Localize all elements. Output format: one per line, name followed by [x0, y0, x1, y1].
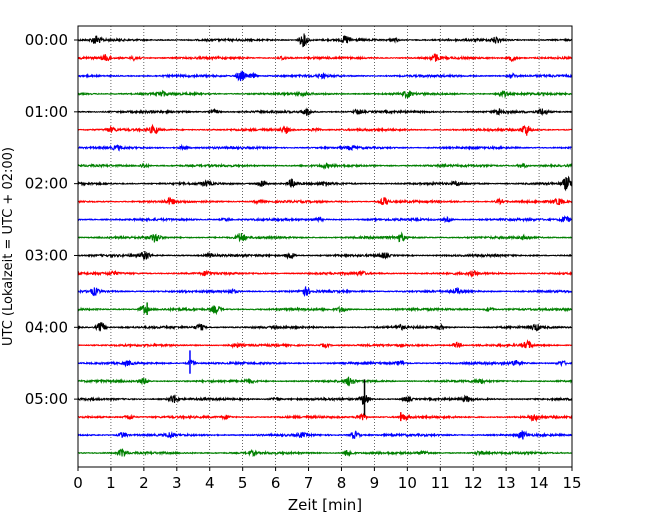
trace-layer — [77, 33, 573, 458]
y-axis-label: UTC (Lokalzeit = UTC + 02:00) — [1, 147, 16, 346]
trace-row-12 — [77, 250, 573, 260]
trace-row-2 — [77, 70, 573, 82]
x-tick-label: 13 — [497, 474, 516, 492]
trace-row-7 — [77, 162, 573, 170]
x-tick-label: 4 — [205, 474, 215, 492]
x-tick-label: 3 — [172, 474, 182, 492]
trace-row-3 — [77, 89, 573, 100]
trace-row-6 — [77, 143, 573, 152]
x-tick-label: 11 — [431, 474, 450, 492]
x-tick-label: 1 — [106, 474, 116, 492]
trace-row-22 — [77, 430, 573, 440]
trace-row-8 — [77, 175, 573, 192]
trace-row-18 — [77, 359, 573, 368]
x-tick-label: 10 — [398, 474, 417, 492]
x-tick-label: 9 — [370, 474, 380, 492]
y-tick-label: 00:00 — [25, 31, 68, 49]
trace-row-0 — [77, 33, 573, 48]
x-tick-label: 6 — [271, 474, 281, 492]
x-axis-label: Zeit [min] — [288, 496, 362, 514]
x-tick-label: 12 — [464, 474, 483, 492]
x-tick-label: 0 — [73, 474, 83, 492]
y-tick-label: 05:00 — [25, 390, 68, 408]
trace-row-23 — [77, 448, 573, 458]
trace-row-17 — [77, 339, 573, 350]
y-tick-label: 03:00 — [25, 246, 68, 264]
y-tick-label: 04:00 — [25, 318, 68, 336]
trace-row-19 — [77, 376, 573, 387]
y-axis: 00:00 01:00 02:00 03:00 04:00 05:00 — [25, 31, 78, 408]
trace-row-16 — [77, 322, 573, 332]
x-tick-label: 7 — [304, 474, 314, 492]
trace-row-13 — [77, 269, 573, 278]
x-axis: 0 1 2 3 4 5 6 7 8 9 10 11 12 13 14 15 — [73, 467, 582, 492]
x-tick-label: 5 — [238, 474, 248, 492]
trace-row-4 — [77, 107, 573, 117]
x-tick-label: 15 — [562, 474, 581, 492]
trace-row-15 — [77, 304, 573, 316]
x-tick-label: 2 — [139, 474, 149, 492]
x-tick-label: 14 — [530, 474, 549, 492]
trace-row-11 — [77, 231, 573, 243]
trace-row-20 — [77, 394, 573, 405]
trace-row-14 — [77, 286, 573, 298]
plot-frame — [77, 25, 573, 468]
trace-row-9 — [77, 196, 573, 206]
y-tick-label: 02:00 — [25, 175, 68, 193]
trace-row-1 — [77, 53, 573, 63]
trace-row-10 — [77, 215, 573, 224]
y-tick-label: 01:00 — [25, 103, 68, 121]
trace-row-21 — [77, 412, 573, 423]
x-tick-label: 8 — [337, 474, 347, 492]
trace-row-5 — [77, 123, 573, 136]
